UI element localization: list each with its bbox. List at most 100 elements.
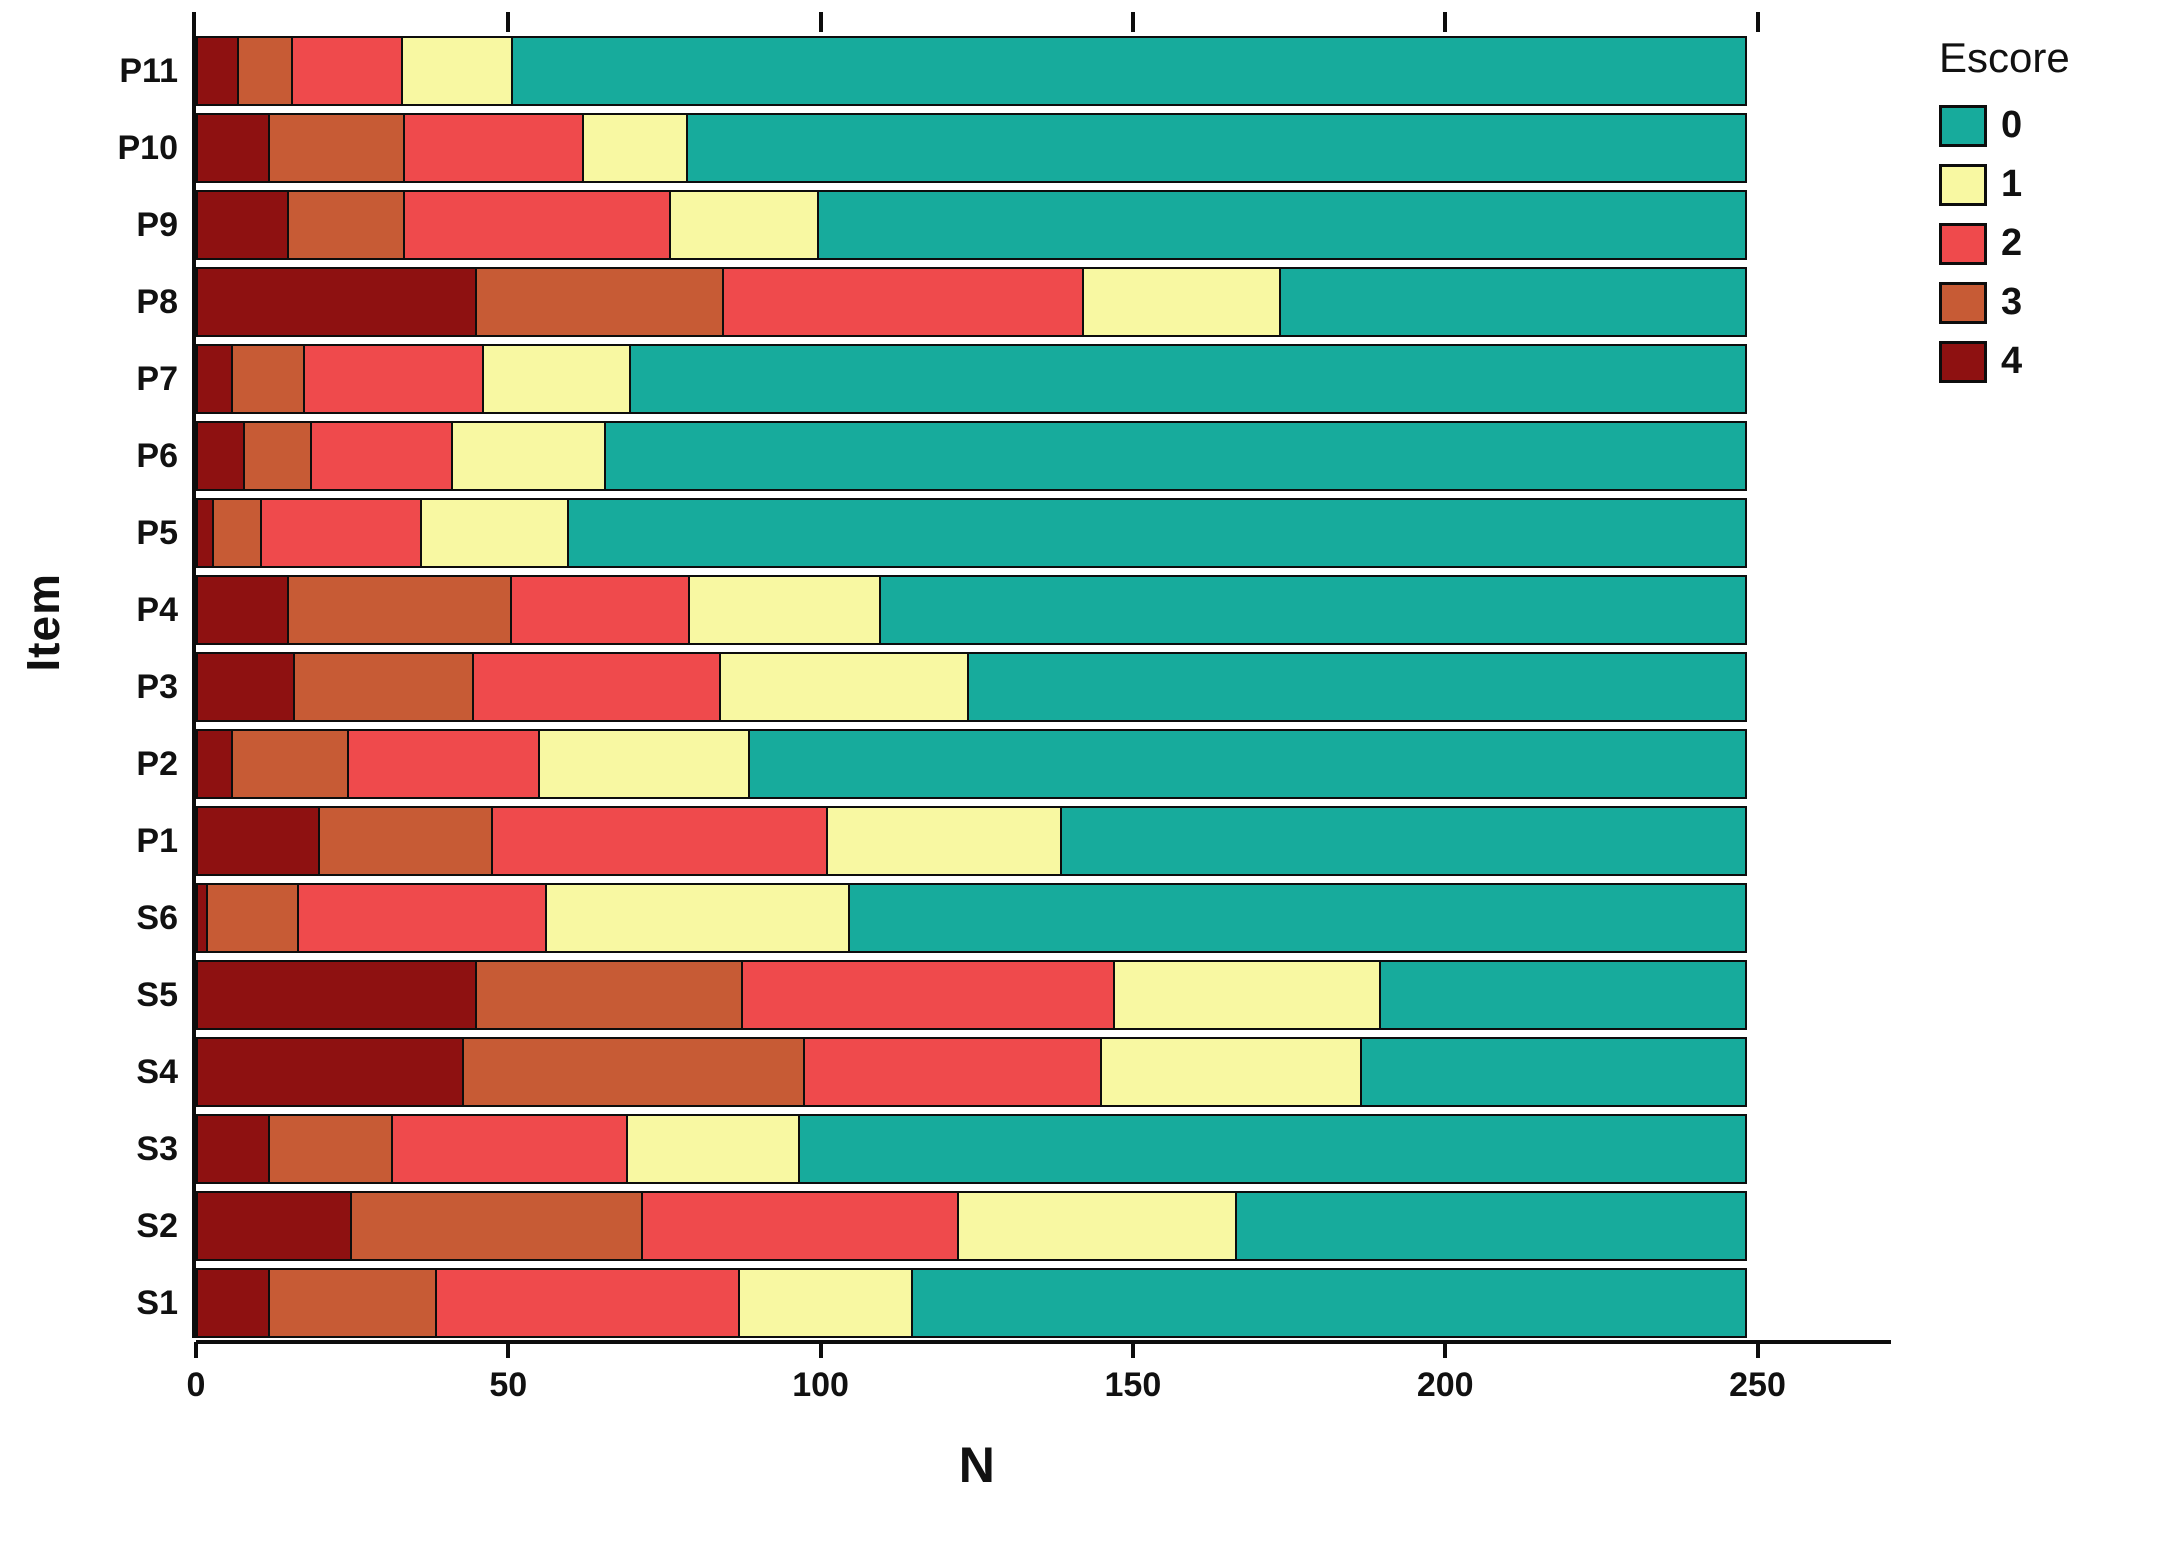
x-tick-label: 150 xyxy=(1104,1366,1162,1404)
chart-row: P11 xyxy=(80,36,1931,106)
stacked-bar xyxy=(196,960,1758,1030)
bar-segment-score-1 xyxy=(419,498,570,568)
bar-segment-score-3 xyxy=(462,1037,806,1107)
legend-swatch-score-2 xyxy=(1939,222,1987,265)
bar-segment-score-2 xyxy=(259,498,423,568)
bar-segment-score-4 xyxy=(196,1191,353,1261)
bar-segment-score-0 xyxy=(1060,806,1748,876)
bar-segment-score-2 xyxy=(347,729,541,799)
bar-segment-score-4 xyxy=(196,421,246,491)
x-ticks-indent: 0 50 100 150 200 250 xyxy=(187,1340,1931,1418)
bar-segment-score-0 xyxy=(629,344,1748,414)
row-label: P11 xyxy=(119,52,178,90)
legend-entry: 0 xyxy=(1939,104,2161,147)
legend-swatch-score-0 xyxy=(1939,104,1987,147)
chart-row: S5 xyxy=(80,960,1931,1030)
bar-segment-score-1 xyxy=(581,113,689,183)
bar-segment-score-2 xyxy=(390,1114,629,1184)
bar-segment-score-2 xyxy=(640,1191,960,1261)
bar-segment-score-3 xyxy=(474,960,744,1030)
bar-segment-score-1 xyxy=(450,421,607,491)
bar-area xyxy=(196,113,1931,183)
bar-segment-score-2 xyxy=(309,421,454,491)
x-tick xyxy=(194,1342,198,1358)
bar-segment-score-0 xyxy=(1360,1037,1748,1107)
bar-segment-score-4 xyxy=(196,960,478,1030)
bar-segment-score-4 xyxy=(196,190,290,260)
bar-segment-score-0 xyxy=(748,729,1748,799)
bar-segment-score-1 xyxy=(544,883,851,953)
chart-row: P6 xyxy=(80,421,1931,491)
bar-area xyxy=(196,883,1931,953)
bar-segment-score-0 xyxy=(604,421,1748,491)
bar-segment-score-4 xyxy=(196,36,240,106)
bar-segment-score-1 xyxy=(400,36,514,106)
bar-segment-score-1 xyxy=(1100,1037,1363,1107)
legend-entry: 4 xyxy=(1939,340,2161,383)
bar-segment-score-3 xyxy=(243,421,313,491)
bar-segment-score-1 xyxy=(825,806,1063,876)
chart-row: S6 xyxy=(80,883,1931,953)
bar-segment-score-1 xyxy=(482,344,632,414)
legend-entries: 0 1 2 3 4 xyxy=(1939,104,2161,383)
stacked-bar xyxy=(196,190,1758,260)
legend-entry: 3 xyxy=(1939,281,2161,324)
x-tick xyxy=(506,1342,511,1358)
chart-row: P7 xyxy=(80,344,1931,414)
bar-area xyxy=(196,190,1931,260)
bar-segment-score-4 xyxy=(196,344,234,414)
bar-segment-score-0 xyxy=(1378,960,1748,1030)
x-tick xyxy=(818,1342,823,1358)
stacked-bar xyxy=(196,1268,1758,1338)
row-label: P6 xyxy=(136,437,178,475)
x-tick xyxy=(1443,1342,1448,1358)
bar-area xyxy=(196,960,1931,1030)
legend-entry-label: 1 xyxy=(2001,163,2023,205)
chart-row: S4 xyxy=(80,1037,1931,1107)
row-label: S3 xyxy=(136,1130,178,1168)
chart-row: P1 xyxy=(80,806,1931,876)
x-tick-label: 50 xyxy=(489,1366,528,1404)
x-tick xyxy=(1755,1342,1760,1358)
bar-segment-score-2 xyxy=(740,960,1116,1030)
bar-area xyxy=(196,498,1931,568)
y-axis-line xyxy=(192,12,196,1338)
chart-row: S1 xyxy=(80,1268,1931,1338)
x-axis: 0 50 100 150 200 250 xyxy=(80,1340,1931,1418)
bar-segment-score-0 xyxy=(879,575,1748,645)
x-axis-line xyxy=(196,1340,1891,1344)
y-axis-title: Item xyxy=(17,573,69,672)
bar-segment-score-3 xyxy=(287,190,406,260)
legend-swatch-score-4 xyxy=(1939,340,1987,383)
legend-swatch-score-3 xyxy=(1939,281,1987,324)
stacked-bar xyxy=(196,113,1758,183)
row-label: S5 xyxy=(136,976,178,1014)
stacked-bar xyxy=(196,267,1758,337)
row-label: P4 xyxy=(136,591,178,629)
x-axis-title: N xyxy=(958,1437,995,1493)
bar-segment-score-2 xyxy=(290,36,404,106)
stacked-bar xyxy=(196,575,1758,645)
bar-segment-score-2 xyxy=(490,806,829,876)
chart-row: P10 xyxy=(80,113,1931,183)
stacked-bar xyxy=(196,1037,1758,1107)
chart-row: P4 xyxy=(80,575,1931,645)
bar-segment-score-4 xyxy=(196,806,321,876)
x-title-row: N xyxy=(196,1436,1931,1494)
bar-segment-score-0 xyxy=(1279,267,1748,337)
bar-segment-score-1 xyxy=(956,1191,1238,1261)
x-tick xyxy=(1130,1342,1135,1358)
bar-segment-score-1 xyxy=(719,652,970,722)
legend-entry-label: 0 xyxy=(2001,104,2023,146)
top-tick xyxy=(1130,12,1135,32)
bar-area xyxy=(196,1191,1931,1261)
stacked-bar xyxy=(196,498,1758,568)
chart-row: P8 xyxy=(80,267,1931,337)
bar-segment-score-3 xyxy=(268,1268,438,1338)
bar-area xyxy=(196,729,1931,799)
bar-segment-score-1 xyxy=(1112,960,1382,1030)
bar-segment-score-0 xyxy=(848,883,1748,953)
plot-area: P11 P10 P9 P8 P7 P6 P5 P4 P3 P2 P1 S6 S5 S4 S3 S2 S1 xyxy=(80,12,1931,1338)
bar-area xyxy=(196,1268,1931,1338)
row-label: S2 xyxy=(136,1207,178,1245)
